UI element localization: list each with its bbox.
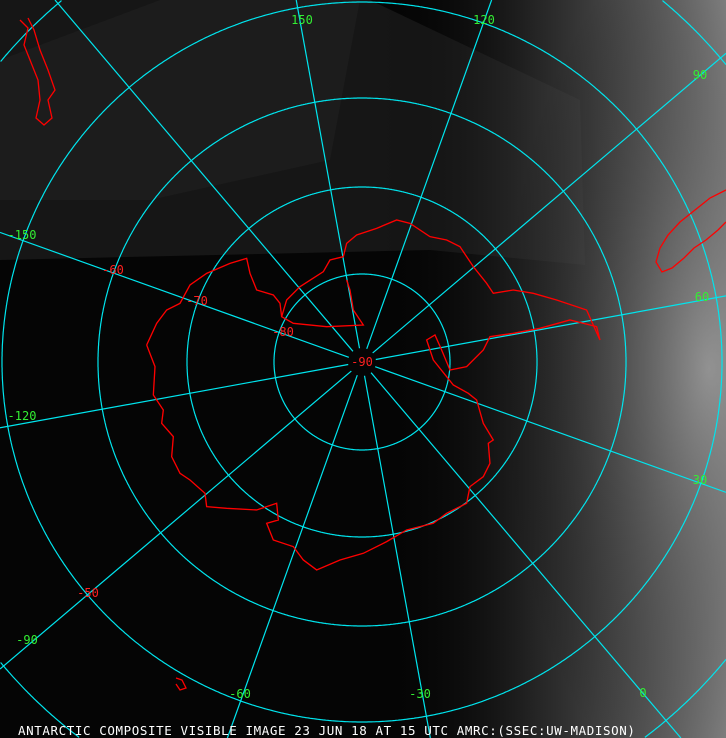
longitude-line	[375, 295, 726, 361]
new-zealand-coastline	[19, 17, 56, 126]
longitude-label-150: 150	[291, 13, 313, 27]
longitude-label-0: 0	[639, 686, 647, 700]
cloud-imagery	[380, 0, 726, 738]
image-caption: ANTARCTIC COMPOSITE VISIBLE IMAGE 23 JUN…	[18, 723, 636, 738]
longitude-line	[370, 372, 682, 738]
latitude-label-minus60: -60	[102, 263, 124, 277]
longitude-label-minus60: -60	[229, 687, 251, 701]
longitude-line	[0, 363, 349, 429]
longitude-line	[0, 370, 352, 670]
island-coastline	[175, 677, 187, 691]
longitude-line	[295, 0, 361, 349]
latitude-circle	[186, 186, 538, 538]
longitude-label-90: 90	[692, 68, 708, 82]
latitude-circle	[273, 273, 451, 451]
longitude-line	[54, 0, 354, 352]
longitude-line	[226, 374, 358, 738]
longitude-line	[374, 366, 726, 493]
longitude-line	[363, 375, 431, 738]
antarctica-coastline-west	[146, 257, 283, 346]
longitude-label-minus90: -90	[16, 633, 38, 647]
south-america-coastline	[655, 189, 726, 273]
longitude-line	[0, 231, 350, 358]
latitude-label-minus50: -50	[77, 586, 99, 600]
longitude-label-60: 60	[694, 290, 710, 304]
longitude-label-30: 30	[692, 473, 708, 487]
satellite-swath	[0, 0, 360, 200]
longitude-label-minus30: -30	[409, 687, 431, 701]
latitude-circle	[97, 97, 627, 627]
antarctica-coastline	[146, 219, 601, 571]
longitude-label-minus120: -120	[7, 409, 37, 423]
latitude-label-minus70: -70	[186, 294, 208, 308]
longitude-label-120: 120	[473, 13, 495, 27]
longitude-label-minus150: -150	[7, 228, 37, 242]
latitude-label-minus80: -80	[272, 325, 294, 339]
latitude-circle	[1, 1, 723, 723]
longitude-line	[372, 52, 726, 354]
antarctica-coastline-main	[146, 219, 601, 571]
longitude-line	[366, 0, 493, 350]
latitude-label-minus90: -90	[351, 355, 373, 369]
